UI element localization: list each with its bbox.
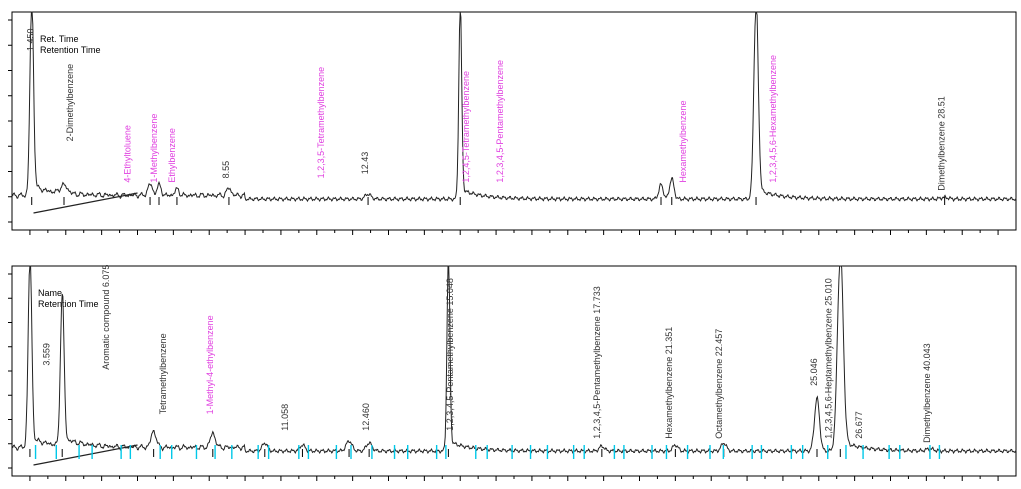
peak-label: Hexamethylbenzene 21.351 (664, 327, 674, 439)
integration-baseline (33, 192, 138, 214)
peak-label: 4-Ethyltoluene (122, 125, 132, 183)
peak-label: 12.43 (360, 152, 370, 175)
peak-label: 1,2,3,4,5-Pentamethylbenzene (495, 60, 505, 183)
panel-header-line: Name (38, 288, 62, 298)
integration-baseline (33, 444, 138, 466)
peak-label: 12.460 (361, 403, 371, 431)
peak-label: Aromatic compound 6.075 (101, 265, 111, 370)
peak-label: 2-Dimethylbenzene (65, 64, 75, 142)
panel-header-line: Retention Time (40, 45, 101, 55)
peak-label: 1-Methyl-4-ethylbenzene (205, 315, 215, 414)
peak-label: 1,2,4,5-Tetramethylbenzene (461, 71, 471, 183)
peak-label: 1.450 (26, 28, 36, 51)
peak-label: 1,2,3,4,5-Pentamethylbenzene 17.733 (592, 286, 602, 439)
plot-frame (11, 11, 1017, 231)
peak-label: 25.046 (809, 358, 819, 386)
peak-label: 1,2,3,4,5,6-Hexamethylbenzene (768, 55, 778, 183)
peak-label: 8.55 (221, 161, 231, 179)
peak-label: Hexamethylbenzene (678, 101, 688, 183)
peak-label: 26.677 (854, 411, 864, 439)
peak-label: Ethylbenzene (167, 128, 177, 183)
peak-label: 1,2,3,4,5,6-Heptamethylbenzene 25.010 (823, 278, 833, 439)
peak-label: 11.058 (280, 404, 290, 431)
peak-label: 1,2,3,4,5-Pentamethylbenzene 15.048 (445, 278, 455, 431)
chromatogram-trace (11, 265, 1017, 455)
chromatogram-trace (11, 11, 1017, 203)
peak-label: Tetramethylbenzene (158, 333, 168, 414)
peak-label: 3.559 (42, 343, 52, 366)
peak-label: Dimethylbenzene 28.51 (937, 96, 947, 191)
panel-header-line: Retention Time (38, 299, 99, 309)
peak-label: 1-Methylbenzene (149, 114, 159, 183)
peak-label: Octamethylbenzene 22.457 (714, 329, 724, 439)
peak-label: 1,2,3,5-Tetramethylbenzene (316, 67, 326, 179)
peak-label: Dimethylbenzene 40.043 (922, 343, 932, 443)
panel-header-line: Ret. Time (40, 34, 79, 44)
